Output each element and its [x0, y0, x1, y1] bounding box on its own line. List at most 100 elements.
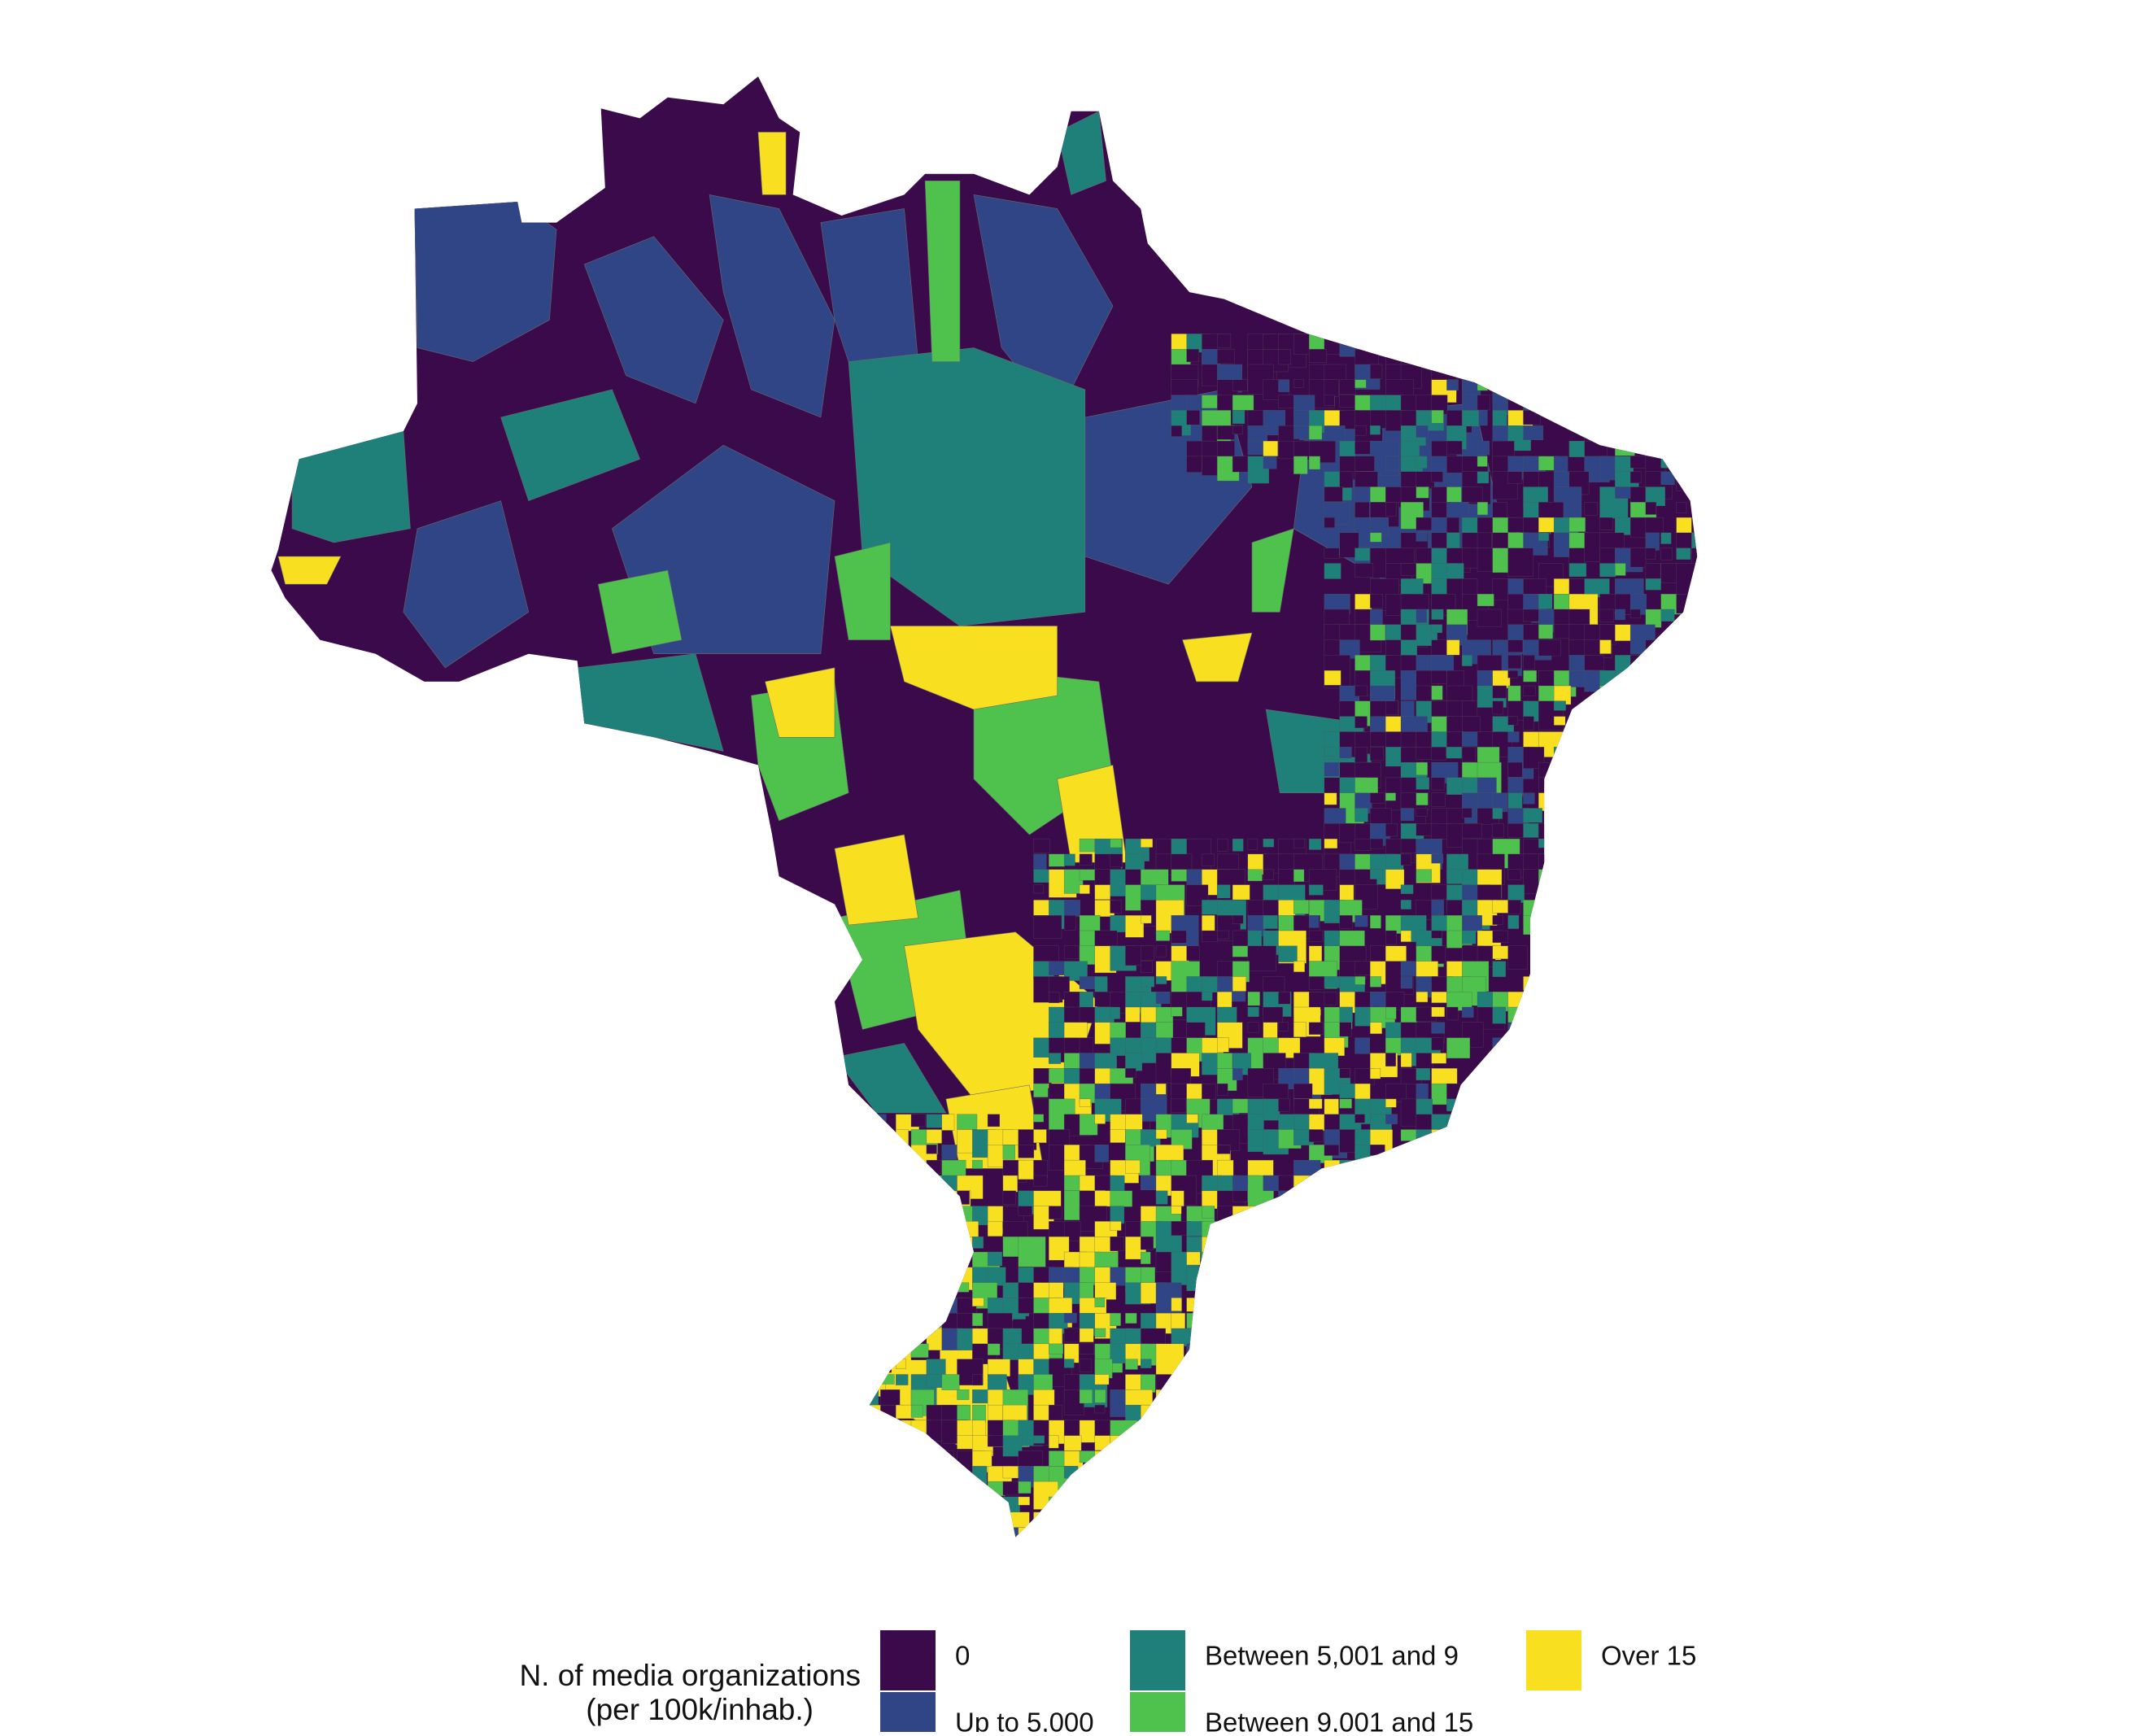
- region: [1232, 1420, 1245, 1434]
- region: [1553, 884, 1567, 896]
- region: [1293, 1083, 1313, 1099]
- region: [1615, 1511, 1638, 1529]
- region: [1629, 930, 1653, 957]
- region: [1615, 334, 1631, 354]
- region: [1599, 700, 1613, 713]
- region: [1629, 608, 1641, 619]
- region: [1523, 1068, 1546, 1085]
- region: [890, 626, 1058, 710]
- region: [1676, 747, 1695, 771]
- region: [1370, 869, 1383, 879]
- region: [1171, 1450, 1189, 1466]
- region: [1002, 1190, 1016, 1205]
- region: [1584, 1298, 1595, 1309]
- region: [1446, 869, 1465, 884]
- region: [1002, 1129, 1019, 1145]
- region: [1615, 1404, 1628, 1417]
- region: [1691, 1404, 1698, 1418]
- region: [1431, 1511, 1453, 1529]
- region: [1523, 364, 1543, 382]
- region: [1431, 1374, 1452, 1394]
- region: [1355, 1114, 1365, 1123]
- region: [1416, 808, 1428, 817]
- region: [1049, 1343, 1064, 1354]
- region: [1182, 632, 1253, 683]
- region: [1278, 1328, 1306, 1353]
- region: [1462, 761, 1479, 780]
- region: [1217, 1527, 1232, 1538]
- region: [1278, 1359, 1296, 1377]
- region: [1507, 1496, 1538, 1522]
- region: [1553, 1022, 1567, 1034]
- region: [1584, 761, 1603, 779]
- region: [1584, 1068, 1596, 1080]
- region: [972, 1511, 983, 1525]
- region: [1615, 1282, 1642, 1311]
- region: [1584, 992, 1603, 1014]
- region: [1538, 1006, 1559, 1032]
- region: [1523, 655, 1535, 670]
- region: [957, 1190, 970, 1205]
- region: [1462, 1282, 1477, 1296]
- region: [1629, 1251, 1643, 1266]
- region: [1125, 1435, 1143, 1449]
- region: [1094, 1450, 1121, 1481]
- region: [1645, 700, 1658, 717]
- region: [1186, 1298, 1206, 1312]
- region: [1171, 930, 1187, 944]
- region: [1462, 1221, 1491, 1249]
- region: [972, 1159, 983, 1169]
- region: [896, 1496, 914, 1516]
- region: [1507, 364, 1523, 376]
- region: [1385, 1374, 1408, 1397]
- region: [1523, 1450, 1546, 1469]
- region: [1002, 1328, 1022, 1346]
- region: [1660, 655, 1690, 691]
- region: [834, 1481, 848, 1494]
- region: [1660, 1511, 1674, 1524]
- region: [865, 1237, 883, 1252]
- region: [1492, 1359, 1507, 1375]
- region: [1660, 639, 1684, 662]
- region: [1355, 1083, 1371, 1100]
- region: [1018, 1496, 1030, 1506]
- region: [1691, 1190, 1698, 1225]
- region: [1247, 1420, 1277, 1453]
- region: [1691, 1114, 1698, 1129]
- region: [1247, 838, 1259, 850]
- region: [1477, 777, 1497, 794]
- region: [880, 1237, 897, 1254]
- region: [1079, 1389, 1093, 1404]
- region: [1629, 700, 1644, 718]
- region: [1308, 915, 1320, 928]
- region: [1278, 1389, 1302, 1407]
- region: [1660, 1389, 1684, 1419]
- region: [896, 1466, 920, 1490]
- region: [1568, 1190, 1581, 1206]
- region: [1308, 930, 1324, 942]
- region: [1125, 1511, 1147, 1533]
- region: [1355, 1267, 1381, 1293]
- region: [1523, 1420, 1551, 1447]
- region: [1538, 1083, 1551, 1099]
- region: [1615, 608, 1625, 621]
- region: [1033, 853, 1047, 871]
- region: [1416, 823, 1433, 836]
- region: [1431, 777, 1446, 791]
- region: [1431, 1022, 1446, 1034]
- region: [1308, 425, 1323, 440]
- region: [1507, 1114, 1529, 1140]
- region: [1141, 1527, 1153, 1538]
- region: [1308, 1175, 1337, 1196]
- region: [1462, 1237, 1473, 1248]
- region: [1568, 1435, 1586, 1449]
- region: [849, 1114, 867, 1131]
- region: [1308, 1481, 1323, 1495]
- region: [1645, 547, 1656, 560]
- region: [1568, 1022, 1588, 1039]
- region: [880, 1420, 903, 1441]
- region: [1155, 1129, 1167, 1140]
- region: [1584, 976, 1599, 988]
- region: [1308, 1343, 1328, 1365]
- region: [1293, 1206, 1320, 1238]
